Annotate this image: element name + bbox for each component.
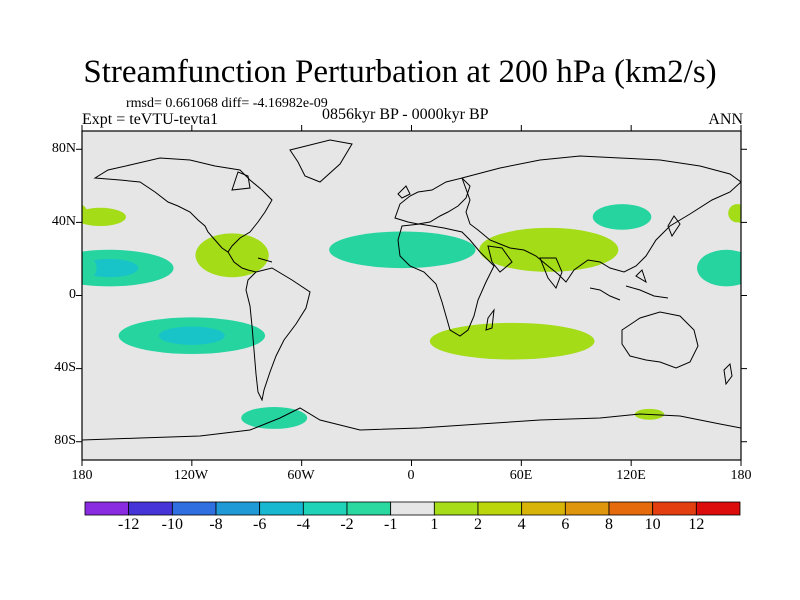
colorbar-label: 4 — [517, 516, 526, 533]
experiment-label: Expt = teVTU-tevta1 — [82, 111, 219, 128]
lat-tick-label: 40N — [51, 214, 76, 229]
anomaly-positive-10 — [82, 204, 88, 222]
anomaly-core — [739, 265, 741, 271]
colorbar-swatch — [259, 501, 304, 516]
lat-tick-label: 40S — [54, 360, 76, 375]
colorbar-label: -10 — [161, 516, 183, 533]
colorbar-swatch — [477, 501, 523, 516]
colorbar-swatch — [521, 501, 566, 516]
lon-tick-label: 60E — [509, 468, 533, 483]
lat-tick-label: 80S — [54, 433, 76, 448]
anomaly-region — [82, 252, 97, 284]
colorbar-swatch — [171, 501, 217, 516]
colorbar-swatch — [128, 501, 173, 516]
colorbar-label: -12 — [117, 516, 140, 533]
anomaly-region — [479, 227, 619, 272]
colorbar-label: -1 — [383, 516, 398, 533]
lon-tick-label: 120E — [616, 468, 646, 483]
coastlines — [82, 139, 741, 441]
colorbar-swatch — [390, 501, 435, 516]
anomaly-region — [329, 231, 476, 269]
period-label: 0856kyr BP - 0000kyr BP — [322, 106, 489, 123]
tick-marks — [76, 125, 747, 466]
lon-tick-label: 120W — [173, 468, 209, 483]
anomaly-core — [82, 258, 139, 278]
lon-tick-label: 60W — [287, 468, 315, 483]
colorbar-swatch — [215, 501, 261, 516]
anomaly-positive-8 — [479, 227, 619, 272]
chart-title: Streamfunction Perturbation at 200 hPa (… — [83, 54, 717, 90]
colorbar-label: 1 — [430, 516, 439, 533]
anomaly-negative-4 — [592, 204, 652, 230]
colorbar-swatch — [84, 501, 130, 516]
colorbar-swatch — [608, 501, 654, 516]
lon-tick-label: 180 — [71, 468, 93, 483]
colorbar-swatch — [652, 501, 697, 516]
colorbar-label: -8 — [209, 516, 223, 533]
season-label: ANN — [708, 111, 743, 128]
colorbar-label: 2 — [474, 516, 482, 533]
colorbar-swatch — [302, 501, 348, 516]
colorbar — [84, 501, 741, 516]
anomaly-negative-5 — [82, 252, 97, 284]
anomaly-positive-7 — [195, 233, 269, 278]
anomaly-region — [592, 204, 652, 230]
colorbar-swatch — [564, 501, 610, 516]
colorbar-swatch — [433, 501, 479, 516]
anomaly-positive-10 — [728, 204, 741, 223]
anomaly-negative-5 — [697, 249, 741, 287]
colorbar-swatch — [695, 501, 741, 516]
colorbar-label: 6 — [561, 516, 570, 533]
colorbar-label: -6 — [252, 516, 267, 533]
colorbar-label: -4 — [296, 516, 310, 533]
anomaly-region — [82, 207, 126, 227]
anomaly-region — [241, 406, 308, 429]
anomaly-region — [429, 322, 595, 360]
anomaly-negative-2 — [241, 406, 308, 429]
anomaly-negative-3 — [329, 231, 476, 269]
anomaly-negative-1 — [118, 317, 266, 354]
lat-tick-label: 0 — [69, 287, 76, 302]
colorbar-label: 10 — [644, 516, 661, 533]
colorbar-label: 8 — [605, 516, 613, 533]
anomaly-positive-9 — [429, 322, 595, 360]
map-background — [82, 131, 741, 460]
lon-tick-label: 180 — [730, 468, 752, 483]
anomaly-core — [158, 326, 225, 345]
colorbar-label: -2 — [340, 516, 354, 533]
stats-text: rmsd= 0.661068 diff= -4.16982e-09 — [126, 96, 328, 111]
anomaly-region — [195, 233, 269, 278]
colorbar-label: 12 — [688, 516, 705, 533]
anomaly-region — [728, 204, 741, 223]
lon-tick-label: 0 — [407, 468, 415, 483]
colorbar-swatch — [346, 501, 392, 516]
anomaly-negative-0 — [82, 249, 174, 287]
anomaly-positive-6 — [82, 207, 126, 227]
lat-tick-label: 80N — [51, 141, 76, 156]
anomaly-region — [697, 249, 741, 287]
anomaly-region — [82, 204, 88, 222]
